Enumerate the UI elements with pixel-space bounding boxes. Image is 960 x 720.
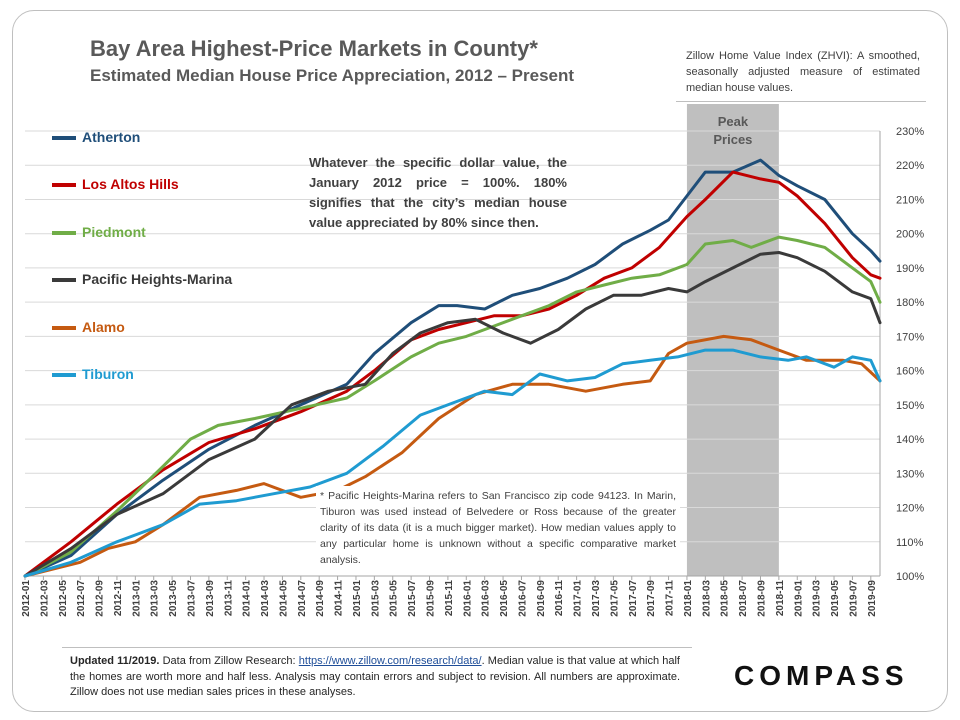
series-line-tiburon: [23, 348, 882, 578]
x-tick-label: 2012-03: [39, 580, 50, 617]
x-tick-label: 2013-07: [186, 580, 197, 617]
legend-swatch: [52, 183, 76, 188]
y-tick-label: 140%: [896, 434, 924, 446]
legend-label: Alamo: [82, 318, 125, 335]
peak-label: Peak: [718, 114, 749, 129]
legend-label: Piedmont: [82, 223, 146, 240]
series-line-piedmont: [23, 235, 882, 578]
baseline-note: Whatever the specific dollar value, the …: [309, 155, 567, 230]
footer-updated: Updated 11/2019.: [70, 655, 160, 667]
footer-source-prefix: Data from Zillow Research:: [162, 655, 296, 667]
compass-logo: COMPASS: [734, 660, 909, 691]
x-tick-label: 2015-05: [389, 580, 400, 617]
x-tick-label: 2018-05: [720, 580, 731, 617]
zillow-research-link[interactable]: https://www.zillow.com/research/data/: [298, 655, 482, 667]
y-tick-label: 200%: [896, 229, 924, 241]
y-tick-label: 150%: [896, 400, 924, 412]
x-tick-label: 2016-01: [462, 580, 473, 617]
x-tick-label: 2015-11: [444, 580, 455, 617]
x-tick-label: 2014-01: [242, 580, 253, 617]
legend-swatch: [52, 325, 76, 330]
y-tick-label: 110%: [896, 537, 924, 549]
x-tick-label: 2014-07: [297, 580, 308, 617]
legend-swatch: [52, 136, 76, 140]
legend-swatch: [52, 373, 76, 377]
footer-divider: [62, 647, 692, 648]
x-tick-label: 2012-05: [58, 580, 69, 617]
x-tick-label: 2016-05: [499, 580, 510, 617]
x-tick-label: 2016-03: [481, 580, 492, 617]
y-tick-label: 210%: [896, 194, 924, 206]
footnote: * Pacific Heights-Marina refers to San F…: [316, 486, 680, 570]
x-tick-label: 2016-09: [536, 580, 547, 617]
y-tick-label: 220%: [896, 160, 924, 172]
zhvi-definition: Zillow Home Value Index (ZHVI): A smooth…: [686, 50, 920, 94]
x-tick-label: 2017-07: [628, 580, 639, 617]
y-tick-label: 100%: [896, 571, 924, 583]
legend-label: Los Altos Hills: [82, 176, 179, 193]
x-tick-label: 2013-01: [131, 580, 142, 617]
y-tick-label: 130%: [896, 468, 924, 480]
chart-title: Bay Area Highest-Price Markets in County…: [90, 36, 538, 61]
x-tick-label: 2013-05: [168, 580, 179, 617]
legend-swatch: [52, 230, 76, 235]
legend-label: Pacific Heights-Marina: [82, 271, 233, 288]
x-tick-label: 2018-03: [701, 580, 712, 617]
peak-label: Prices: [713, 132, 752, 147]
definition-divider: [676, 101, 926, 102]
x-tick-label: 2017-09: [646, 580, 657, 617]
legend-label: Atherton: [82, 129, 141, 145]
x-tick-label: 2014-03: [260, 580, 271, 617]
x-tick-label: 2015-09: [426, 580, 437, 617]
x-tick-label: 2014-09: [315, 580, 326, 617]
y-tick-label: 160%: [896, 366, 924, 378]
y-tick-label: 190%: [896, 263, 924, 275]
legend-label: Tiburon: [82, 366, 134, 382]
x-tick-label: 2014-05: [278, 580, 289, 617]
series-line-atherton: [23, 158, 882, 578]
x-tick-label: 2019-05: [830, 580, 841, 617]
x-tick-label: 2012-09: [95, 580, 106, 617]
chart-subtitle: Estimated Median House Price Appreciatio…: [90, 66, 575, 85]
x-tick-label: 2014-11: [334, 580, 345, 617]
x-tick-label: 2017-11: [665, 580, 676, 617]
x-tick-label: 2018-07: [738, 580, 749, 617]
x-tick-label: 2017-05: [609, 580, 620, 617]
x-tick-label: 2013-03: [150, 580, 161, 617]
y-tick-label: 230%: [896, 126, 924, 138]
x-tick-label: 2019-01: [793, 580, 804, 617]
y-tick-label: 180%: [896, 297, 924, 309]
y-tick-label: 120%: [896, 503, 924, 515]
x-tick-label: 2012-11: [113, 580, 124, 617]
x-tick-label: 2015-03: [370, 580, 381, 617]
x-tick-label: 2016-07: [517, 580, 528, 617]
x-tick-label: 2012-07: [76, 580, 87, 617]
x-tick-label: 2019-03: [812, 580, 823, 617]
series-line-pacific-heights-marina: [23, 251, 882, 578]
x-tick-label: 2015-01: [352, 580, 363, 617]
x-tick-label: 2017-01: [573, 580, 584, 617]
legend-swatch: [52, 278, 76, 283]
x-tick-label: 2019-07: [848, 580, 859, 617]
x-tick-label: 2018-09: [756, 580, 767, 617]
x-tick-label: 2018-01: [683, 580, 694, 617]
footer-disclaimer: . Median value is that value at which ha…: [70, 655, 680, 698]
x-tick-label: 2017-03: [591, 580, 602, 617]
footer-text: Updated 11/2019. Data from Zillow Resear…: [70, 654, 680, 701]
y-tick-label: 170%: [896, 331, 924, 343]
x-tick-label: 2015-07: [407, 580, 418, 617]
x-tick-label: 2018-11: [775, 580, 786, 617]
x-tick-label: 2016-11: [554, 580, 565, 617]
x-tick-label: 2013-09: [205, 580, 216, 617]
x-tick-label: 2012-01: [21, 580, 32, 617]
x-tick-label: 2013-11: [223, 580, 234, 617]
series-line-los-altos-hills: [23, 170, 882, 578]
x-tick-label: 2019-09: [867, 580, 878, 617]
